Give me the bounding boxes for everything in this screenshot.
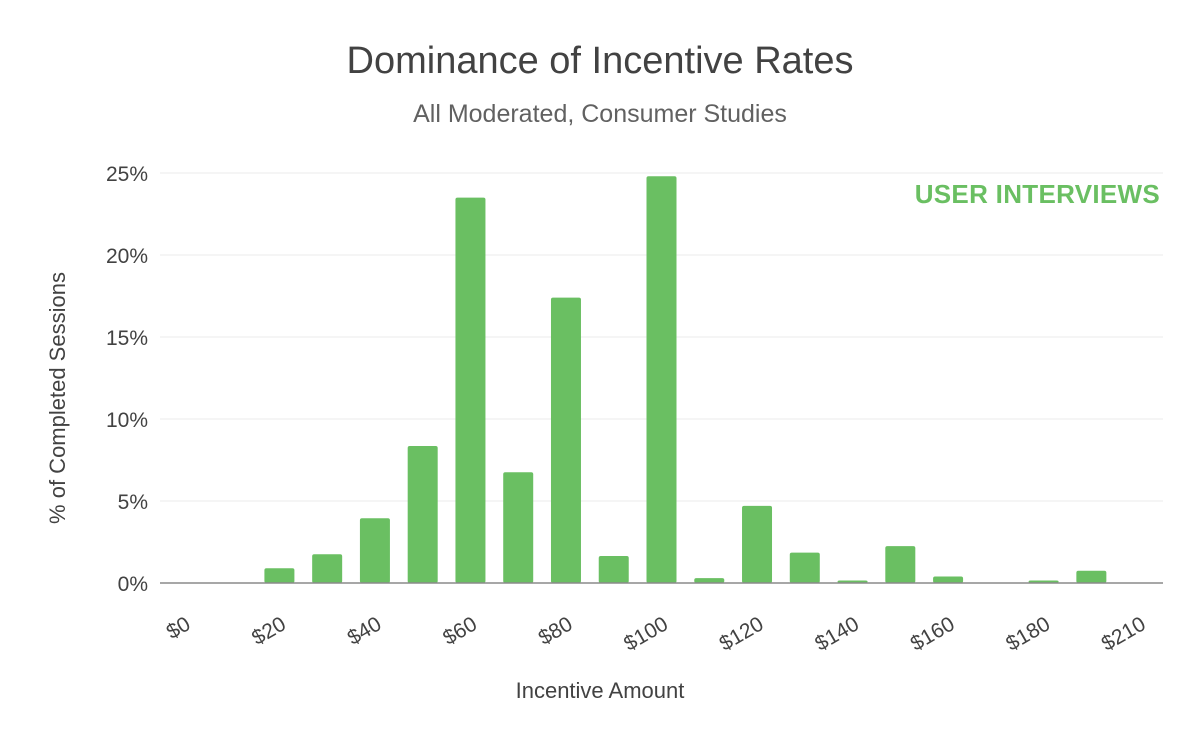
- bar: [550, 297, 581, 583]
- y-tick-label: 10%: [106, 409, 148, 432]
- bar: [789, 552, 820, 583]
- bar: [455, 197, 486, 583]
- x-tick-label: $80: [535, 612, 577, 649]
- chart-title: Dominance of Incentive Rates: [346, 40, 854, 82]
- x-tick-label: $100: [620, 612, 672, 655]
- bar: [264, 568, 295, 583]
- x-tick-label: $120: [716, 612, 768, 655]
- x-tick-label: $140: [811, 612, 863, 655]
- bar: [742, 505, 773, 583]
- y-tick-label: 20%: [106, 245, 148, 268]
- y-tick-label: 5%: [118, 491, 148, 514]
- bar: [694, 578, 725, 583]
- x-tick-label: $0: [163, 612, 195, 644]
- bar: [1076, 570, 1107, 583]
- y-tick-label: 25%: [106, 163, 148, 186]
- x-tick-label: $210: [1098, 612, 1150, 655]
- bar: [407, 446, 438, 583]
- x-tick-label: $40: [344, 612, 386, 649]
- x-tick-label: $160: [907, 612, 959, 655]
- bar: [503, 472, 534, 583]
- x-tick-label: $60: [439, 612, 481, 649]
- bar: [312, 554, 343, 583]
- x-tick-label: $20: [248, 612, 290, 649]
- y-tick-label: 0%: [118, 573, 148, 596]
- chart-subtitle: All Moderated, Consumer Studies: [413, 100, 787, 128]
- watermark-logo: USER INTERVIEWS: [914, 179, 1160, 209]
- x-tick-label: $180: [1002, 612, 1054, 655]
- bar: [646, 176, 677, 583]
- x-axis-label: Incentive Amount: [515, 678, 685, 703]
- bar: [598, 555, 629, 583]
- y-tick-label: 15%: [106, 327, 148, 350]
- bar: [359, 518, 390, 583]
- bar: [885, 546, 916, 583]
- bar: [933, 576, 964, 583]
